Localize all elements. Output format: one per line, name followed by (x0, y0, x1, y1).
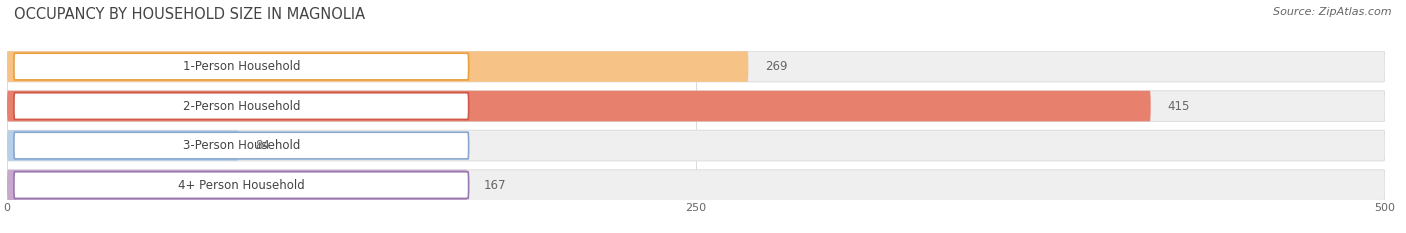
FancyBboxPatch shape (14, 53, 468, 80)
Text: 1-Person Household: 1-Person Household (183, 60, 299, 73)
FancyBboxPatch shape (7, 170, 467, 200)
Text: 167: 167 (484, 178, 506, 192)
FancyBboxPatch shape (7, 91, 1150, 121)
Text: Source: ZipAtlas.com: Source: ZipAtlas.com (1274, 7, 1392, 17)
FancyBboxPatch shape (14, 172, 468, 199)
Text: OCCUPANCY BY HOUSEHOLD SIZE IN MAGNOLIA: OCCUPANCY BY HOUSEHOLD SIZE IN MAGNOLIA (14, 7, 366, 22)
FancyBboxPatch shape (7, 130, 1385, 161)
Text: 269: 269 (765, 60, 787, 73)
FancyBboxPatch shape (7, 51, 748, 82)
Text: 4+ Person Household: 4+ Person Household (179, 178, 305, 192)
Text: 2-Person Household: 2-Person Household (183, 99, 299, 113)
FancyBboxPatch shape (14, 93, 468, 119)
FancyBboxPatch shape (7, 170, 1385, 200)
FancyBboxPatch shape (14, 132, 468, 159)
Text: 415: 415 (1167, 99, 1189, 113)
Text: 84: 84 (254, 139, 270, 152)
FancyBboxPatch shape (7, 130, 239, 161)
FancyBboxPatch shape (7, 91, 1385, 121)
FancyBboxPatch shape (7, 51, 1385, 82)
Text: 3-Person Household: 3-Person Household (183, 139, 299, 152)
